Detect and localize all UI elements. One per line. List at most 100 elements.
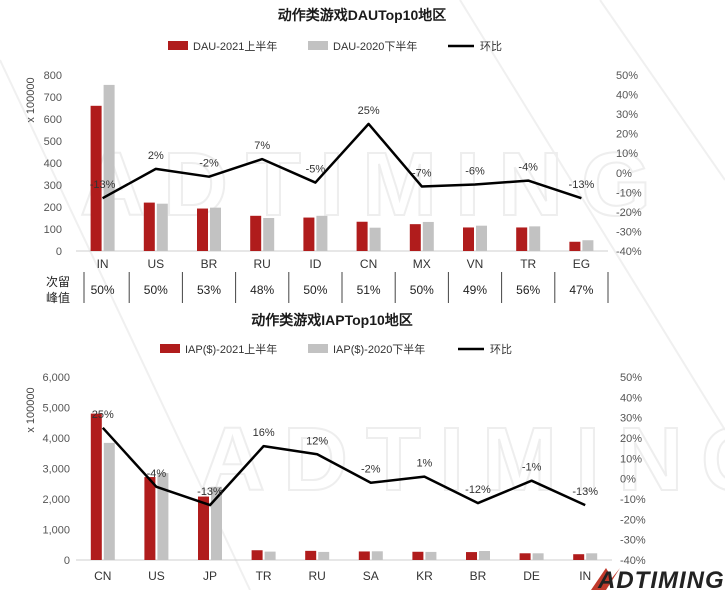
y-tick-label: 700 xyxy=(44,92,62,104)
data-label: 2% xyxy=(148,150,164,162)
y2-tick-label: -20% xyxy=(620,514,646,526)
dau-chart: 动作类游戏DAUTop10地区 DAU-2021上半年 DAU-2020下半年 环比 x… xyxy=(25,7,642,271)
mom-line xyxy=(101,122,582,200)
retention-value: 50% xyxy=(91,283,115,297)
x-tick-label: DE xyxy=(523,569,540,583)
bar-2020 xyxy=(369,227,381,251)
bar-2021 xyxy=(356,221,368,251)
y2-tick-label: 10% xyxy=(620,453,642,465)
data-label: -13% xyxy=(569,179,595,191)
y2-tick-label: 40% xyxy=(620,392,642,404)
y-tick-label: 300 xyxy=(44,180,62,192)
chart-title: 动作类游戏IAPTop10地区 xyxy=(251,312,413,328)
x-tick-label: CN xyxy=(94,569,111,583)
bar-2020 xyxy=(316,215,328,251)
data-label: 25% xyxy=(358,105,380,117)
y2-tick-label: -10% xyxy=(620,494,646,506)
bar-2021 xyxy=(516,227,528,251)
x-tick-label: BR xyxy=(201,257,218,271)
y2-tick-label: 30% xyxy=(616,109,638,121)
x-tick-label: TR xyxy=(520,257,536,271)
bar-2020 xyxy=(263,218,275,251)
x-tick-label: SA xyxy=(363,569,379,583)
data-label: -4% xyxy=(147,468,167,480)
y-tick-label: 5,000 xyxy=(42,403,70,415)
bar-2021 xyxy=(569,241,581,251)
data-label: 1% xyxy=(416,458,432,470)
bar-2020 xyxy=(318,551,330,560)
retention-value: 50% xyxy=(410,283,434,297)
y-tick-label: 3,000 xyxy=(42,464,70,476)
data-label: -5% xyxy=(306,164,326,176)
y2-tick-label: 20% xyxy=(616,129,638,141)
y2-tick-label: 50% xyxy=(616,70,638,82)
y2-tick-label: -20% xyxy=(616,207,642,219)
data-label: -2% xyxy=(361,464,381,476)
y-tick-label: 500 xyxy=(44,136,62,148)
data-label: 12% xyxy=(306,435,328,447)
bar-2020 xyxy=(156,203,168,251)
legend-item-label: 环比 xyxy=(480,40,502,53)
logo-mark-icon xyxy=(591,568,620,590)
bar-2021 xyxy=(519,553,531,560)
retention-value: 51% xyxy=(357,283,381,297)
bar-2021 xyxy=(305,550,317,560)
bar-2020 xyxy=(211,486,222,560)
bar-2020 xyxy=(103,442,115,560)
y2-tick-label: -40% xyxy=(620,555,646,567)
bar-2021 xyxy=(358,551,370,560)
y2-tick-label: 40% xyxy=(616,90,638,102)
bar-2020 xyxy=(586,553,598,560)
bar-2020 xyxy=(425,551,437,560)
mom-line xyxy=(101,426,586,507)
legend-swatch-0 xyxy=(160,344,180,353)
x-tick-label: IN xyxy=(97,257,109,271)
bar-2021 xyxy=(197,208,208,251)
x-tick-label: TR xyxy=(256,569,272,583)
y-tick-label: 600 xyxy=(44,114,62,126)
retention-value: 56% xyxy=(516,283,540,297)
x-tick-label: US xyxy=(147,257,164,271)
bar-2021 xyxy=(250,215,262,251)
x-tick-label: MX xyxy=(413,257,431,271)
bar-2021 xyxy=(463,227,474,251)
x-tick-label: ID xyxy=(309,257,321,271)
bar-2020 xyxy=(371,551,383,560)
y2-tick-label: 10% xyxy=(616,148,638,160)
bar-2021 xyxy=(198,496,209,560)
y2-tick-label: -30% xyxy=(620,535,646,547)
legend-item-label: 环比 xyxy=(490,343,512,356)
x-tick-label: BR xyxy=(470,569,487,583)
data-label: -6% xyxy=(465,166,485,178)
x-tick-label: JP xyxy=(203,569,217,583)
x-tick-label: EG xyxy=(573,257,590,271)
data-label: -2% xyxy=(199,158,219,170)
y2-tick-label: 0% xyxy=(620,474,636,486)
x-tick-label: CN xyxy=(360,257,377,271)
bar-2021 xyxy=(143,202,155,251)
retention-value: 50% xyxy=(303,283,327,297)
legend-swatch-0 xyxy=(168,41,188,50)
bar-2021 xyxy=(144,477,156,560)
legend-swatch-1 xyxy=(308,344,328,353)
x-tick-label: US xyxy=(148,569,165,583)
bar-2021 xyxy=(90,413,102,560)
data-label: -12% xyxy=(465,484,491,496)
x-tick-label: RU xyxy=(254,257,271,271)
retention-value: 47% xyxy=(569,283,593,297)
logo-text: ADTIMING xyxy=(597,567,725,590)
y2-tick-label: 0% xyxy=(616,168,632,180)
data-label: 7% xyxy=(254,140,270,152)
retention-value: 49% xyxy=(463,283,487,297)
y2-tick-label: -30% xyxy=(616,226,642,238)
bar-2021 xyxy=(409,224,421,251)
y-tick-label: 0 xyxy=(64,555,70,567)
y-axis-label: x 100000 xyxy=(25,77,37,122)
data-label: -1% xyxy=(522,462,542,474)
bar-2020 xyxy=(157,473,169,560)
bar-2020 xyxy=(476,225,487,251)
retention-header-line2: 峰值 xyxy=(46,290,70,305)
legend-item-label: DAU-2021上半年 xyxy=(193,39,277,53)
